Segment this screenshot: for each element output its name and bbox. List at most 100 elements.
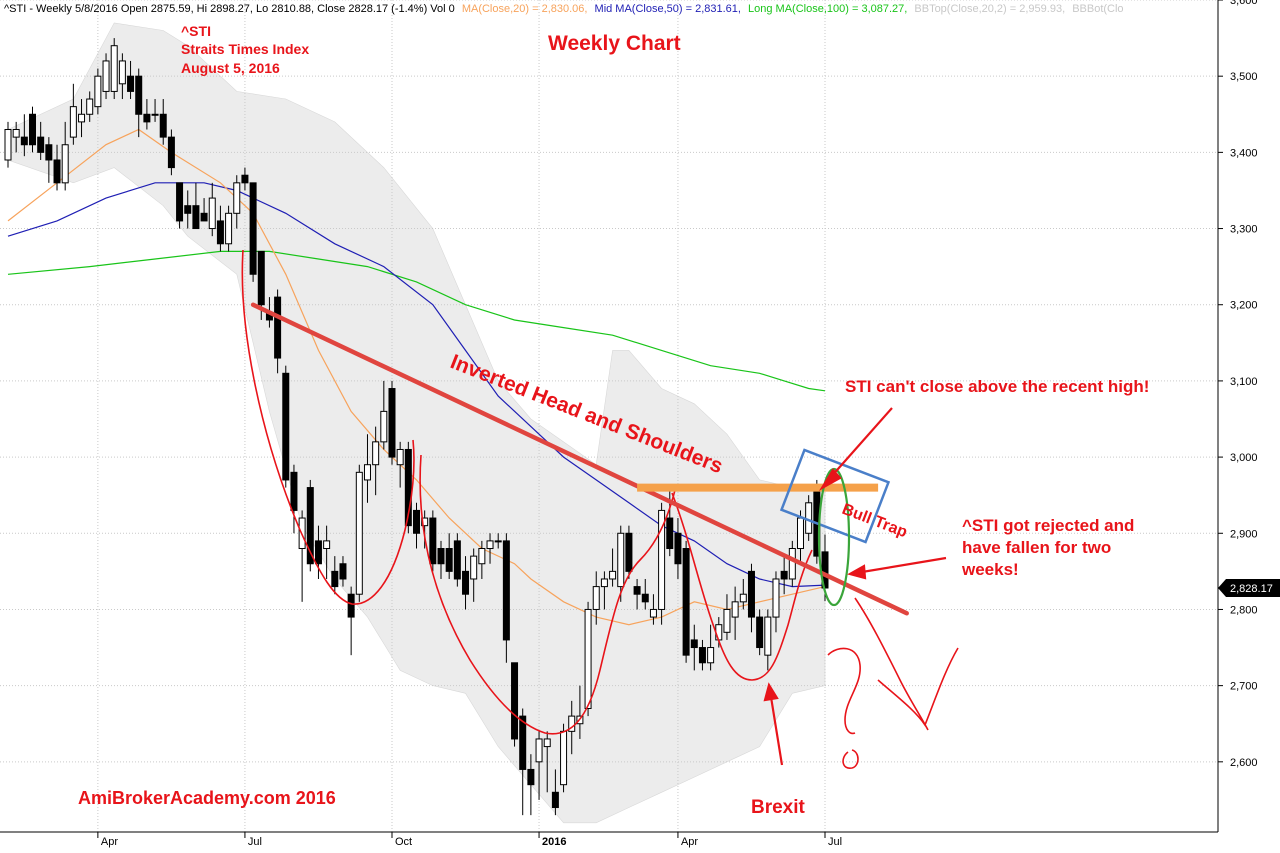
annotation-arrows: [763, 407, 947, 766]
x-tick-label: Jul: [828, 836, 842, 848]
axes: 2,600 2,700 2,800 2,900 3,000 3,100 3,200 3,300…: [0, 0, 1258, 848]
header-ma50: Mid MA(Close,50) = 2,831.61,: [595, 3, 741, 15]
candle: [347, 586, 355, 656]
ma100-line: [7, 250, 826, 392]
header-ma100: Long MA(Close,100) = 3,087.27,: [748, 3, 907, 15]
candle-body-up: [486, 540, 494, 550]
candle-body-down: [462, 570, 470, 595]
index-name: Straits Times Index: [181, 41, 309, 57]
candle-body-down: [625, 532, 633, 572]
hand-drawn-annotations: [241, 249, 959, 769]
candle: [233, 175, 241, 229]
chart-levels: [250, 302, 909, 616]
candle: [511, 662, 519, 747]
candle-body-down: [527, 768, 535, 786]
candle-body-down: [53, 159, 61, 184]
candle-body-down: [747, 570, 755, 618]
candle: [698, 639, 706, 671]
candle: [290, 464, 298, 534]
candle-body-up: [470, 555, 478, 580]
candle-body-down: [249, 182, 257, 275]
arrowhead-recent-high: [818, 468, 842, 491]
candle: [118, 53, 126, 100]
candle-body-down: [241, 174, 249, 184]
candle: [249, 182, 257, 282]
candle-body-up: [739, 593, 747, 603]
candle-body-up: [788, 548, 796, 580]
candle-body-up: [707, 647, 715, 664]
candle: [421, 510, 429, 549]
candle: [12, 121, 20, 153]
last-price-tag: 2,828.17: [1218, 578, 1280, 597]
arrow-brexit: [769, 696, 784, 766]
candle: [649, 594, 657, 625]
bull-trap-markers: [779, 448, 891, 607]
candle-body-up: [535, 738, 543, 763]
arrowhead-rejected: [847, 564, 867, 580]
candle-body-down: [551, 791, 559, 809]
y-tick-label: 2,700: [1230, 681, 1258, 693]
candle-body-up: [69, 106, 77, 138]
watermark: AmiBrokerAcademy.com 2016: [78, 788, 336, 808]
candle: [61, 121, 69, 191]
candle-body-up: [396, 448, 404, 466]
candle-body-down: [257, 250, 265, 306]
candle-body-down: [274, 296, 282, 359]
candle-body-up: [372, 441, 380, 466]
header-ma20: MA(Close,20) = 2,830.06,: [462, 3, 588, 15]
grid: [0, 0, 1218, 832]
candle-body-up: [617, 532, 625, 588]
candle-body-down: [682, 548, 690, 656]
candle-body-down: [20, 136, 28, 146]
candle-body-up: [592, 586, 600, 610]
candle-body-down: [314, 540, 322, 565]
candle: [723, 594, 731, 640]
candle-body-down: [290, 471, 298, 511]
candle: [176, 182, 184, 229]
candle: [216, 205, 224, 252]
candle: [110, 38, 118, 100]
candle: [37, 121, 45, 160]
ticker-label: ^STI: [181, 23, 211, 39]
header-prefix: ^STI - Weekly 5/8/2016 Open 2875.59, Hi …: [4, 3, 455, 15]
candle: [478, 540, 486, 579]
candle: [707, 624, 715, 671]
x-tick-label: 2016: [542, 836, 566, 848]
candle-body-down: [413, 509, 420, 534]
candle: [388, 380, 396, 465]
candle-body-up: [772, 578, 780, 618]
header-bbtop: BBTop(Close,20,2) = 2,959.93,: [914, 3, 1065, 15]
candle-body-down: [519, 715, 527, 770]
candle: [551, 769, 559, 816]
bull-trap-box: [779, 448, 891, 544]
candle-body-up: [94, 75, 102, 108]
candle-body-down: [388, 388, 396, 458]
candle: [53, 144, 61, 191]
candle: [690, 624, 698, 671]
y-tick-label: 3,600: [1230, 0, 1258, 7]
candle: [731, 586, 739, 640]
projection-scribble: [854, 597, 929, 731]
candle-body-up: [649, 608, 657, 618]
candle: [658, 502, 666, 625]
candle: [739, 578, 747, 610]
date-label: August 5, 2016: [181, 60, 280, 76]
candle-body-down: [339, 563, 347, 580]
candle-body-up: [110, 45, 118, 92]
candle-body-down: [437, 548, 445, 565]
candle: [151, 99, 159, 122]
candle-body-down: [127, 75, 135, 92]
candle: [535, 731, 543, 800]
candle: [486, 533, 494, 564]
candle: [462, 556, 470, 610]
candle: [323, 525, 331, 579]
candle: [306, 479, 314, 572]
brexit-label: Brexit: [751, 797, 806, 818]
candle-body-up: [421, 517, 429, 527]
candle: [674, 518, 682, 579]
note-rejected-line-1: ^STI got rejected and: [962, 516, 1134, 535]
candle-body-down: [29, 113, 37, 146]
candle-body-up: [600, 578, 608, 588]
